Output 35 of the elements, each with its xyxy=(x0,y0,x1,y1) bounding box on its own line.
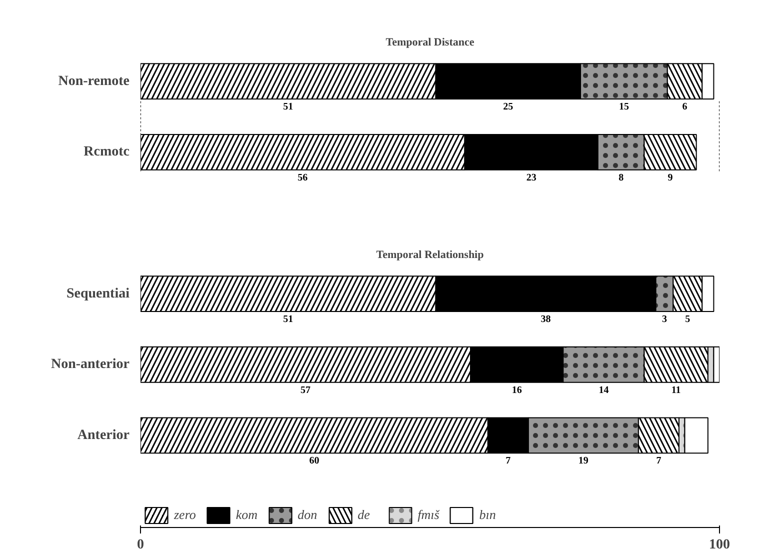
legend-label: bın xyxy=(479,507,497,523)
data-label: 8 xyxy=(618,172,624,184)
data-label: 60 xyxy=(309,456,320,467)
x-tick-label: 0 xyxy=(137,538,144,551)
x-tick-label: 100 xyxy=(709,538,730,551)
data-label: 14 xyxy=(598,384,609,396)
data-label: 19 xyxy=(578,456,588,467)
data-label: 23 xyxy=(526,172,536,184)
legend-label: kom xyxy=(236,507,258,523)
data-label: 7 xyxy=(656,456,662,467)
y-tick-label: Sequentiai xyxy=(66,286,130,302)
data-label: 11 xyxy=(671,384,681,396)
y-tick-label: Non-anterior xyxy=(50,357,130,372)
data-label: 51 xyxy=(283,102,294,113)
chart-title: Temporal Relationship xyxy=(376,248,484,261)
data-label: 56 xyxy=(298,172,308,184)
data-label: 3 xyxy=(662,314,667,326)
y-tick-label: Anterior xyxy=(77,428,130,443)
legend-label: don xyxy=(298,507,318,523)
legend-label: zero xyxy=(174,507,196,523)
data-label: 15 xyxy=(618,102,629,113)
y-tick-label: Rcmotc xyxy=(84,144,130,160)
data-label: 51 xyxy=(283,314,294,326)
legend-label: fmıš xyxy=(418,507,440,523)
data-label: 57 xyxy=(300,384,311,396)
data-label: 25 xyxy=(503,102,514,113)
data-label: 7 xyxy=(506,456,511,467)
data-label: 6 xyxy=(682,102,688,113)
data-label: 9 xyxy=(668,172,673,184)
chart-title: Temporal Distance xyxy=(386,36,474,48)
data-label: 38 xyxy=(540,314,551,326)
legend-label: de xyxy=(358,507,371,523)
y-tick-label: Non-remote xyxy=(58,74,130,89)
data-label: 5 xyxy=(685,314,690,326)
data-label: 16 xyxy=(512,384,522,396)
